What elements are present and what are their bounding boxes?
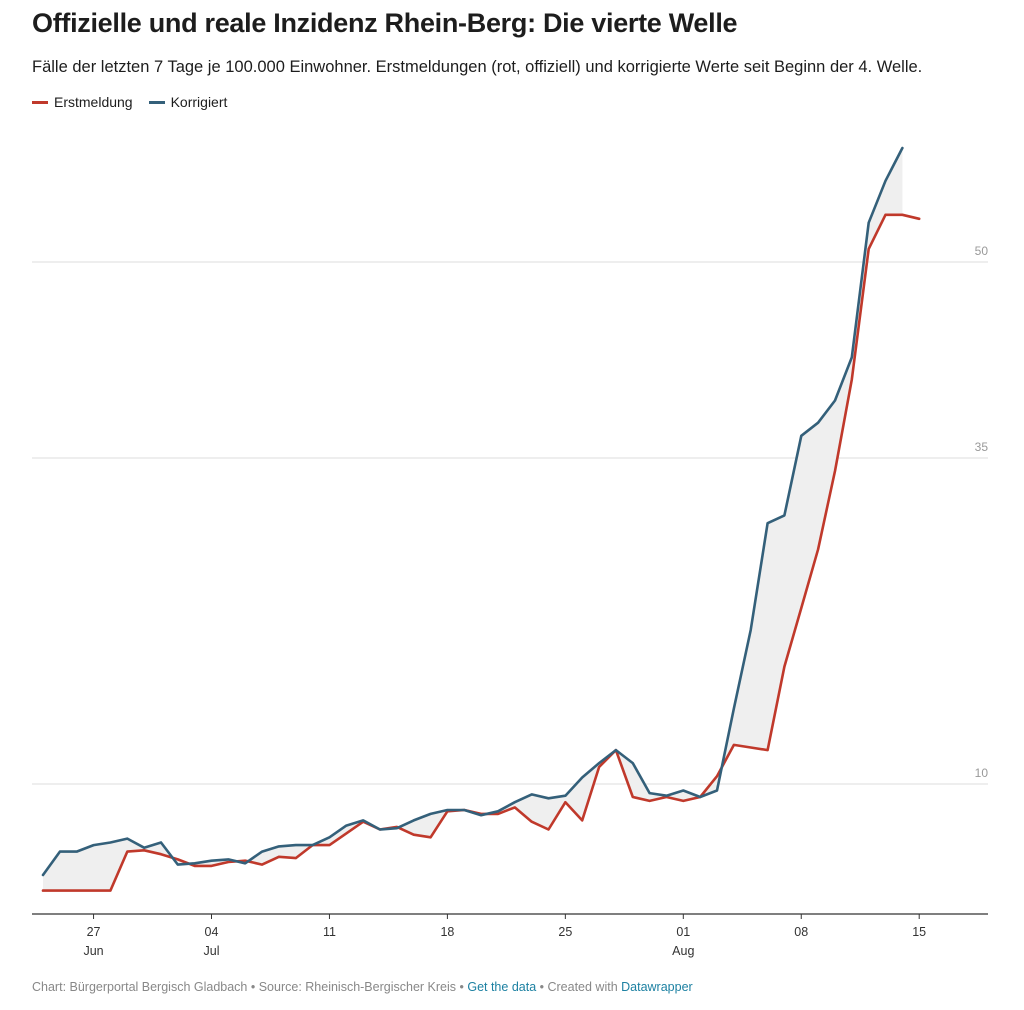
legend-label-korrigiert: Korrigiert <box>170 94 228 110</box>
footer-source-text: Chart: Bürgerportal Bergisch Gladbach • … <box>32 980 468 994</box>
y-tick-label-10: 10 <box>975 766 989 780</box>
x-tick-month-jul: Jul <box>204 944 220 958</box>
legend-swatch-erstmeldung <box>32 100 48 104</box>
y-tick-label-35: 35 <box>975 440 989 454</box>
x-tick-label-08: 08 <box>794 925 808 939</box>
x-tick-label-18: 18 <box>440 925 454 939</box>
chart-subtitle: Fälle der letzten 7 Tage je 100.000 Einw… <box>32 58 923 76</box>
x-tick-label-15: 15 <box>912 925 926 939</box>
x-tick-label-04: 04 <box>205 925 219 939</box>
series-line-korrigiert <box>41 146 904 877</box>
legend-swatch-korrigiert <box>148 100 165 104</box>
legend: Erstmeldung Korrigiert <box>32 94 227 110</box>
chart-title: Offizielle und reale Inzidenz Rhein-Berg… <box>32 8 738 38</box>
legend-label-erstmeldung: Erstmeldung <box>54 94 133 110</box>
x-tick-label-25: 25 <box>558 925 572 939</box>
footer-created-with: • Created with <box>536 980 622 994</box>
datawrapper-link[interactable]: Datawrapper <box>621 980 693 994</box>
y-tick-label-50: 50 <box>975 244 989 258</box>
legend-item-erstmeldung: Erstmeldung <box>32 94 133 110</box>
chart-footer: Chart: Bürgerportal Bergisch Gladbach • … <box>32 980 693 994</box>
x-tick-label-01: 01 <box>676 925 690 939</box>
x-tick-label-27: 27 <box>87 925 101 939</box>
x-tick-month-aug: Aug <box>672 944 694 958</box>
get-the-data-link[interactable]: Get the data <box>467 980 537 994</box>
x-tick-month-jun: Jun <box>83 944 103 958</box>
x-tick-label-11: 11 <box>323 925 336 939</box>
line-chart: 10 35 50 27 Jun 04 Jul 11 18 25 01 Aug 08 15 <box>32 146 989 958</box>
legend-item-korrigiert: Korrigiert <box>148 94 228 110</box>
